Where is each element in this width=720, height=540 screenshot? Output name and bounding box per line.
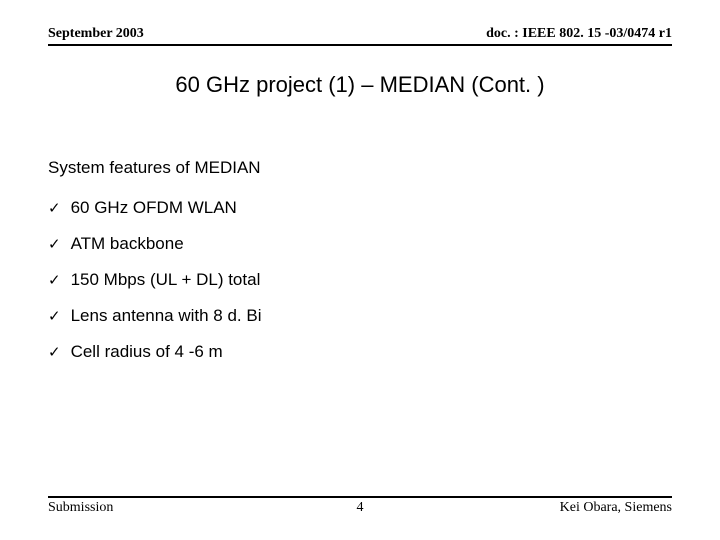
- header-doc-id: doc. : IEEE 802. 15 -03/0474 r1: [486, 26, 672, 42]
- slide-footer: Submission 4 Kei Obara, Siemens: [48, 496, 672, 516]
- list-item-label: 60 GHz OFDM WLAN: [71, 198, 237, 218]
- slide-content: System features of MEDIAN ✓ 60 GHz OFDM …: [48, 158, 672, 378]
- slide-title: 60 GHz project (1) – MEDIAN (Cont. ): [0, 72, 720, 98]
- list-item: ✓ 150 Mbps (UL + DL) total: [48, 270, 672, 290]
- list-item-label: 150 Mbps (UL + DL) total: [71, 270, 261, 290]
- check-icon: ✓: [48, 235, 61, 253]
- list-item: ✓ Cell radius of 4 -6 m: [48, 342, 672, 362]
- list-item-label: Lens antenna with 8 d. Bi: [71, 306, 262, 326]
- list-item: ✓ Lens antenna with 8 d. Bi: [48, 306, 672, 326]
- slide-header: September 2003 doc. : IEEE 802. 15 -03/0…: [48, 26, 672, 46]
- list-item-label: ATM backbone: [71, 234, 184, 254]
- check-icon: ✓: [48, 343, 61, 361]
- header-date: September 2003: [48, 26, 144, 42]
- list-item: ✓ ATM backbone: [48, 234, 672, 254]
- check-icon: ✓: [48, 271, 61, 289]
- content-subheading: System features of MEDIAN: [48, 158, 672, 178]
- list-item-label: Cell radius of 4 -6 m: [71, 342, 223, 362]
- bullet-list: ✓ 60 GHz OFDM WLAN ✓ ATM backbone ✓ 150 …: [48, 198, 672, 362]
- check-icon: ✓: [48, 307, 61, 325]
- footer-author: Kei Obara, Siemens: [560, 500, 672, 516]
- check-icon: ✓: [48, 199, 61, 217]
- list-item: ✓ 60 GHz OFDM WLAN: [48, 198, 672, 218]
- footer-left: Submission: [48, 500, 113, 516]
